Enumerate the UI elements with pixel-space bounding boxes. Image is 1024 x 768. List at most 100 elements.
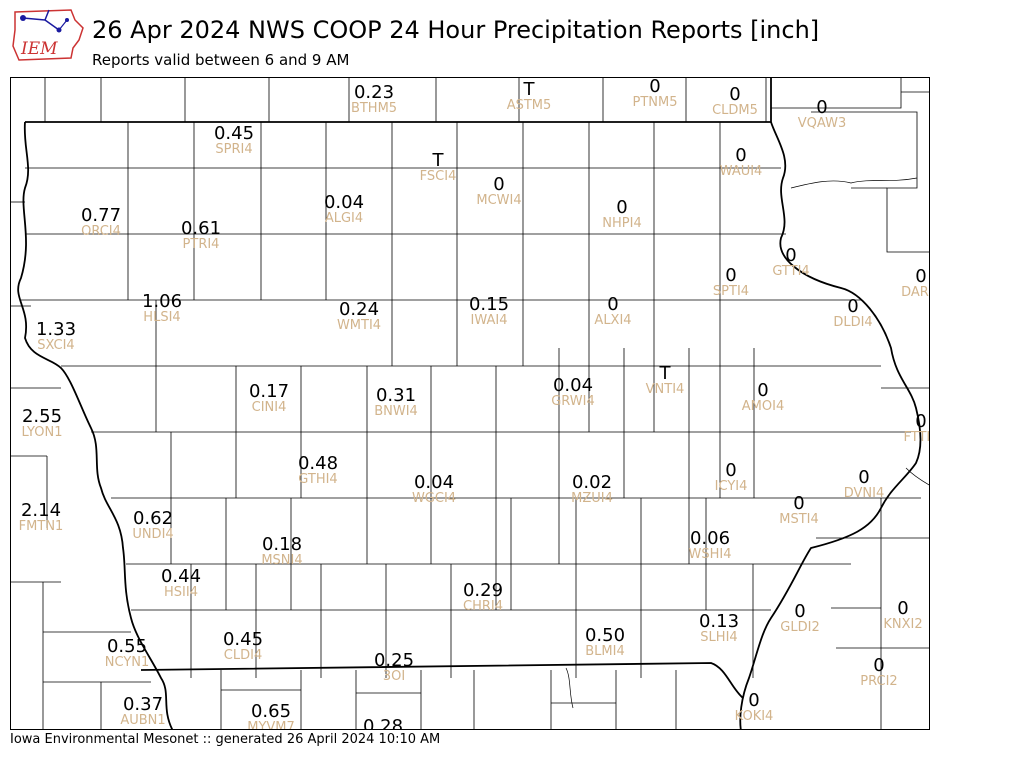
station-BLMI4: 0.50 BLMI4	[585, 627, 625, 659]
station-id: BLMI4	[585, 644, 625, 659]
station-AMOI4: 0 AMOI4	[742, 382, 784, 414]
station-id: CLDM5	[712, 103, 758, 118]
station-MYVM7: 0.65 MYVM7	[247, 703, 295, 730]
station-id: WMTI4	[336, 318, 382, 333]
station-id: AUBN1	[120, 713, 166, 728]
station-value: T	[523, 79, 535, 100]
station-value: 0.24	[338, 299, 380, 320]
station-id: SXCI4	[37, 338, 75, 353]
station-BTHM5: 0.23 BTHM5	[351, 84, 397, 116]
station-GRWI4: 0.04 GRWI4	[551, 377, 595, 409]
iem-logo: IEM	[9, 6, 87, 62]
station-value: 0	[794, 601, 806, 622]
station-id: ICYI4	[714, 479, 748, 494]
station-value: 0.48	[297, 453, 339, 474]
station-value: 0.44	[160, 566, 202, 587]
station-value: 0.31	[375, 385, 417, 406]
station-id: HLSI4	[143, 310, 181, 325]
station-id: SLHI4	[700, 630, 738, 645]
station-WSHI4: 0.06 WSHI4	[689, 530, 732, 562]
station-value: 2.14	[20, 500, 62, 521]
station-PTNM5: 0 PTNM5	[633, 78, 678, 110]
station-3OI: 0.25 3OI	[374, 652, 414, 684]
station-value: 0	[729, 84, 741, 105]
station-id: KNXI2	[883, 617, 923, 632]
station-value: 0.04	[413, 472, 455, 493]
station-value: 0	[858, 467, 870, 488]
station-BNWI4: 0.31 BNWI4	[374, 387, 418, 419]
station-unlabeled: 0.28	[363, 718, 403, 730]
station-id: KOKI4	[734, 709, 774, 724]
station-value: 0.29	[462, 580, 504, 601]
station-DLDI4: 0 DLDI4	[833, 298, 872, 330]
station-id: BNWI4	[374, 404, 418, 419]
precipitation-map: 0.23 BTHM5 T ASTM5 0 PTNM5 0 CLDM5 0 VQA…	[10, 77, 930, 730]
station-NCYN1: 0.55 NCYN1	[105, 638, 150, 670]
station-id: BTHM5	[350, 101, 398, 116]
station-WAUI4: 0 WAUI4	[720, 147, 763, 179]
station-value: T	[432, 150, 444, 171]
station-value: 0	[847, 296, 859, 317]
station-value: 0.04	[323, 192, 365, 213]
county-boundaries	[11, 78, 929, 729]
station-id: ORCI4	[81, 224, 121, 239]
station-value: 0	[616, 197, 628, 218]
station-id: VNTI4	[645, 382, 685, 397]
station-id: FMTN1	[18, 519, 64, 534]
station-value: 0.04	[552, 375, 594, 396]
station-id: MZUI4	[571, 491, 613, 506]
station-KNXI2: 0 KNXI2	[883, 600, 922, 632]
station-value: 0	[785, 245, 797, 266]
station-SPRI4: 0.45 SPRI4	[214, 125, 254, 157]
station-GTTI4: 0 GTTI4	[772, 247, 809, 279]
page-title: 26 Apr 2024 NWS COOP 24 Hour Precipitati…	[92, 16, 820, 44]
station-id: DARI4	[901, 285, 929, 300]
station-DARI4: 0 DARI4	[901, 266, 929, 300]
station-id: PTRI4	[182, 237, 220, 252]
station-value: 0	[725, 265, 737, 286]
station-id: GTTI4	[772, 264, 810, 279]
station-value: 0.17	[248, 381, 290, 402]
footer-credit: Iowa Environmental Mesonet :: generated …	[10, 732, 441, 747]
station-value: 2.55	[21, 406, 63, 427]
station-id: CHRI4	[462, 599, 503, 614]
station-value: 0	[915, 411, 927, 432]
station-value: 0.06	[689, 528, 731, 549]
station-MCWI4: 0 MCWI4	[476, 176, 521, 208]
station-id: VQAW3	[797, 116, 847, 131]
station-SXCI4: 1.33 SXCI4	[36, 321, 76, 353]
station-id: CINI4	[251, 400, 287, 415]
station-value: 0.18	[261, 534, 303, 555]
station-id: MYVM7	[247, 720, 295, 730]
station-id: SPTI4	[712, 284, 750, 299]
station-value: 1.06	[141, 291, 183, 312]
station-HSII4: 0.44 HSII4	[161, 568, 201, 600]
station-id: WGCI4	[411, 491, 457, 506]
station-AUBN1: 0.37 AUBN1	[120, 696, 165, 728]
station-id: PTNM5	[632, 95, 678, 110]
station-value: 0	[816, 97, 828, 118]
station-id: NHPI4	[602, 216, 642, 231]
station-value: 0	[757, 380, 769, 401]
station-id: GLDI2	[780, 620, 820, 635]
station-MSNI4: 0.18 MSNI4	[261, 536, 302, 568]
station-ICYI4: 0 ICYI4	[715, 462, 748, 494]
station-value: 0.23	[353, 82, 395, 103]
station-FSCI4: T FSCI4	[420, 152, 457, 184]
station-value: 0	[493, 174, 505, 195]
station-id: IWAI4	[470, 313, 508, 328]
station-value: 0.62	[132, 508, 174, 529]
station-CINI4: 0.17 CINI4	[249, 383, 289, 415]
station-VQAW3: 0 VQAW3	[798, 99, 846, 131]
station-CLDI4: 0.45 CLDI4	[223, 631, 263, 663]
station-value: 0.02	[571, 472, 613, 493]
station-value: 0	[915, 266, 927, 287]
station-id: FTTI4	[903, 430, 930, 445]
station-CLDM5: 0 CLDM5	[712, 86, 758, 118]
station-value: 0.50	[584, 625, 626, 646]
station-value: 0.45	[222, 629, 264, 650]
page-subtitle: Reports valid between 6 and 9 AM	[92, 51, 350, 69]
station-value: 0	[649, 77, 661, 97]
station-id: HSII4	[164, 585, 198, 600]
station-value: 1.33	[35, 319, 77, 340]
